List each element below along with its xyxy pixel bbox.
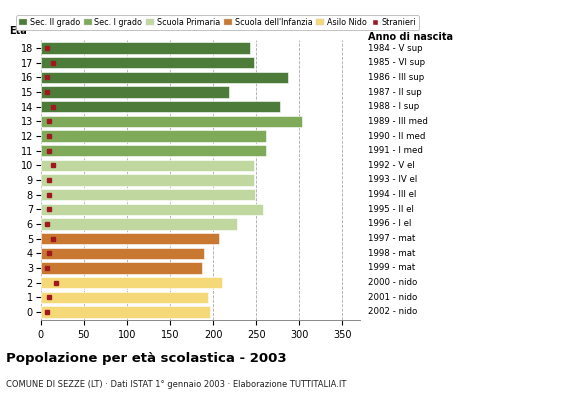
- Legend: Sec. II grado, Sec. I grado, Scuola Primaria, Scuola dell'Infanzia, Asilo Nido, : Sec. II grado, Sec. I grado, Scuola Prim…: [16, 15, 419, 30]
- Bar: [41, 189, 255, 200]
- Bar: [41, 57, 255, 68]
- Bar: [41, 42, 250, 54]
- Bar: [41, 101, 280, 112]
- Text: 1995 - II el: 1995 - II el: [368, 205, 414, 214]
- Bar: [41, 130, 266, 142]
- Text: Anno di nascita: Anno di nascita: [368, 32, 454, 42]
- Text: 1987 - II sup: 1987 - II sup: [368, 88, 422, 96]
- Text: 1996 - I el: 1996 - I el: [368, 220, 412, 228]
- Text: 1986 - III sup: 1986 - III sup: [368, 73, 425, 82]
- Text: 1988 - I sup: 1988 - I sup: [368, 102, 419, 111]
- Bar: [41, 145, 266, 156]
- Text: Età: Età: [9, 26, 27, 36]
- Bar: [41, 86, 229, 98]
- Text: Popolazione per età scolastica - 2003: Popolazione per età scolastica - 2003: [6, 352, 287, 365]
- Bar: [41, 277, 222, 288]
- Bar: [41, 262, 202, 274]
- Bar: [41, 160, 253, 171]
- Bar: [41, 292, 208, 303]
- Text: 1999 - mat: 1999 - mat: [368, 264, 415, 272]
- Bar: [41, 72, 288, 83]
- Text: 1985 - VI sup: 1985 - VI sup: [368, 58, 425, 67]
- Bar: [41, 116, 302, 127]
- Text: 2001 - nido: 2001 - nido: [368, 293, 418, 302]
- Text: 2000 - nido: 2000 - nido: [368, 278, 418, 287]
- Text: 1998 - mat: 1998 - mat: [368, 249, 416, 258]
- Text: COMUNE DI SEZZE (LT) · Dati ISTAT 1° gennaio 2003 · Elaborazione TUTTITALIA.IT: COMUNE DI SEZZE (LT) · Dati ISTAT 1° gen…: [6, 380, 346, 389]
- Text: 1997 - mat: 1997 - mat: [368, 234, 416, 243]
- Text: 2002 - nido: 2002 - nido: [368, 308, 418, 316]
- Bar: [41, 204, 263, 215]
- Bar: [41, 218, 237, 230]
- Text: 1984 - V sup: 1984 - V sup: [368, 44, 423, 52]
- Bar: [41, 248, 204, 259]
- Text: 1993 - IV el: 1993 - IV el: [368, 176, 418, 184]
- Text: 1991 - I med: 1991 - I med: [368, 146, 423, 155]
- Text: 1989 - III med: 1989 - III med: [368, 117, 428, 126]
- Bar: [41, 233, 219, 244]
- Text: 1992 - V el: 1992 - V el: [368, 161, 415, 170]
- Bar: [41, 306, 209, 318]
- Text: 1994 - III el: 1994 - III el: [368, 190, 416, 199]
- Text: 1990 - II med: 1990 - II med: [368, 132, 426, 140]
- Bar: [41, 174, 253, 186]
